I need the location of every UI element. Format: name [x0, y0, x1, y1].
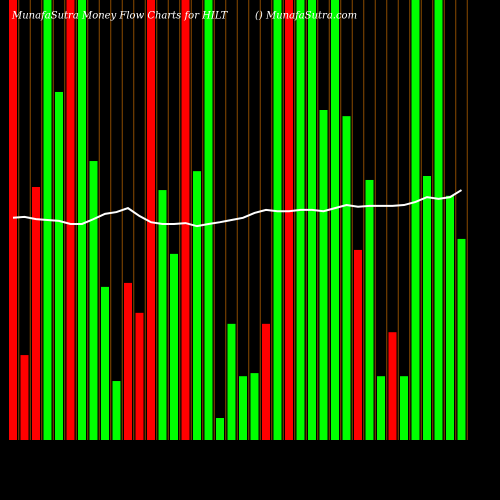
bar [32, 187, 40, 440]
bar [227, 323, 236, 440]
bar [170, 253, 178, 440]
bar [9, 0, 17, 440]
bar [239, 376, 247, 440]
bar [285, 0, 293, 440]
bar [308, 0, 316, 440]
bar [296, 0, 305, 440]
bar [400, 376, 408, 440]
bar [181, 0, 190, 440]
bar [423, 176, 431, 440]
bar [388, 332, 397, 440]
flow-line [12, 189, 463, 228]
bar [135, 312, 144, 440]
bar [365, 179, 374, 440]
bar [89, 161, 98, 440]
bar [342, 116, 351, 440]
bar [66, 0, 75, 440]
bar [158, 190, 167, 440]
bar [193, 171, 201, 440]
bar [446, 195, 454, 440]
bar [354, 249, 362, 440]
bars [9, 0, 466, 440]
bar [273, 0, 282, 440]
bar [216, 418, 224, 440]
guides [18, 0, 468, 440]
bar [124, 282, 132, 440]
bar [457, 238, 466, 440]
bar [434, 0, 443, 440]
bar [55, 91, 63, 440]
chart-subtitle: () MunafaSutra.com [255, 11, 357, 22]
bar [147, 0, 155, 440]
bar [20, 355, 29, 440]
bar [262, 323, 270, 440]
bar [250, 373, 259, 440]
bar [319, 110, 328, 440]
bar [331, 0, 339, 440]
bar [411, 0, 420, 440]
bar [112, 381, 121, 440]
bar [101, 286, 109, 440]
bar [78, 0, 86, 440]
bar [377, 376, 385, 440]
bar [204, 0, 213, 440]
chart-title: MunafaSutra Money Flow Charts for HILT [11, 11, 229, 22]
